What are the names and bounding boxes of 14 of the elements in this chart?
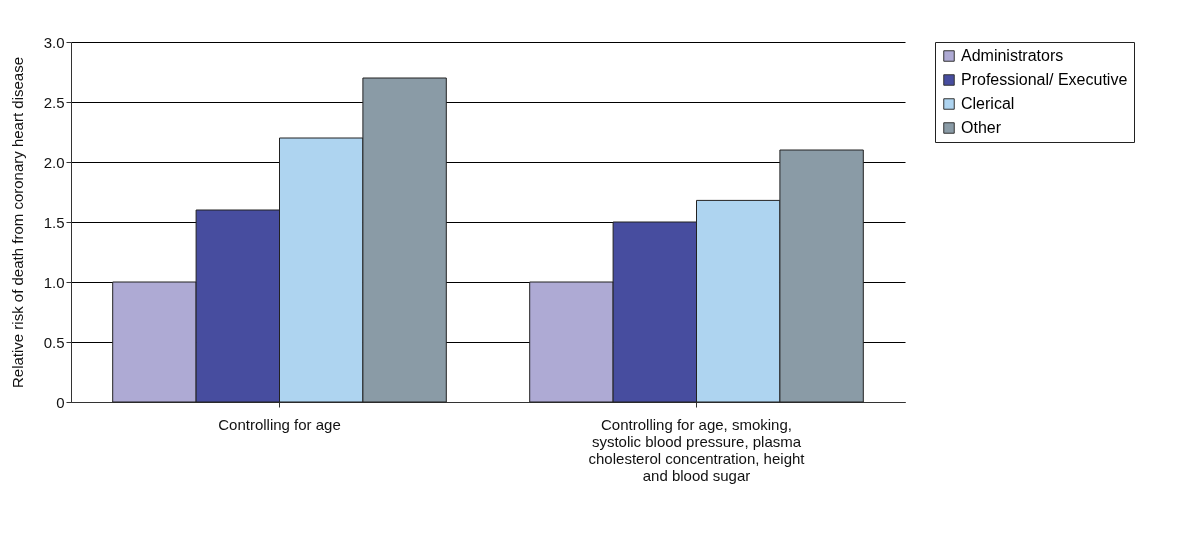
legend-label: Administrators — [961, 47, 1064, 64]
y-tick-label: 3.0 — [43, 33, 65, 51]
legend-label: Other — [961, 119, 1002, 136]
y-tick-label: 2.0 — [43, 153, 65, 171]
y-tick-label: 1.5 — [43, 213, 65, 231]
y-tick-label: 2.5 — [43, 93, 65, 111]
y-tick-label: 0 — [56, 393, 65, 411]
legend-label: Professional/ Executive — [961, 71, 1128, 88]
legend-label: Clerical — [961, 95, 1015, 112]
x-tick-label: Controlling for age — [218, 415, 341, 433]
y-axis-title: Relative risk of death from coronary heart disease — [8, 57, 26, 388]
y-tick-label: 0.5 — [43, 333, 65, 351]
y-tick-label: 1.0 — [43, 273, 65, 291]
x-tick-label: Controlling for age, smoking, systolic blood pressure, plasma cholesterol concentration, height and blood sugar — [588, 415, 806, 484]
